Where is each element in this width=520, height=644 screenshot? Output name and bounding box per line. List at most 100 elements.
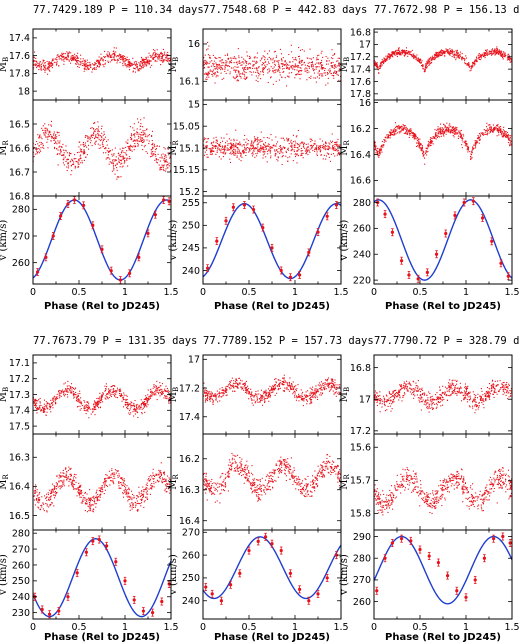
photometry-point	[442, 50, 444, 52]
photometry-point	[134, 71, 137, 73]
photometry-point	[68, 154, 70, 156]
photometry-point	[428, 144, 430, 146]
photometry-point	[141, 59, 144, 61]
photometry-point	[449, 123, 451, 125]
photometry-point	[291, 148, 293, 150]
photometry-point	[270, 58, 272, 60]
photometry-point	[431, 142, 433, 144]
photometry-point	[493, 51, 495, 53]
photometry-point	[230, 62, 233, 64]
photometry-point	[472, 147, 474, 149]
photometry-point	[478, 139, 480, 141]
photometry-point	[419, 144, 421, 146]
photometry-point	[154, 50, 156, 52]
photometry-point	[46, 60, 48, 63]
photometry-point	[64, 156, 67, 158]
photometry-point	[212, 71, 214, 73]
photometry-point	[53, 131, 55, 133]
photometry-point	[244, 148, 246, 150]
photometry-point	[286, 66, 288, 68]
photometry-point	[498, 49, 500, 51]
photometry-point	[287, 140, 289, 142]
photometry-point	[203, 57, 205, 59]
photometry-point	[40, 136, 42, 138]
photometry-point	[43, 132, 45, 134]
photometry-point	[122, 150, 124, 152]
photometry-point	[208, 148, 210, 150]
photometry-point	[151, 130, 154, 132]
photometry-point	[126, 150, 128, 152]
photometry-point	[80, 64, 82, 66]
photometry-point	[448, 51, 450, 53]
photometry-point	[91, 63, 93, 65]
photometry-point	[100, 139, 102, 141]
photometry-point	[337, 60, 339, 62]
photometry-point	[375, 146, 377, 148]
photometry-point	[427, 59, 429, 61]
photometry-point	[313, 143, 315, 145]
photometry-point	[146, 61, 148, 63]
photometry-point	[242, 144, 244, 146]
photometry-point	[448, 53, 450, 55]
photometry-point	[243, 144, 246, 146]
photometry-point	[499, 54, 501, 56]
photometry-point	[97, 143, 99, 145]
photometry-point	[66, 166, 68, 168]
photometry-point	[467, 148, 469, 150]
photometry-point	[469, 66, 471, 68]
photometry-point	[159, 167, 161, 169]
photometry-point	[312, 144, 314, 147]
photometry-point	[333, 149, 335, 151]
photometry-point	[75, 63, 77, 65]
photometry-point	[141, 66, 143, 68]
photometry-point	[77, 396, 79, 398]
photometry-point	[448, 128, 450, 130]
photometry-point	[125, 59, 127, 61]
photometry-point	[377, 152, 379, 154]
photometry-point	[67, 165, 69, 167]
photometry-point	[102, 145, 104, 148]
photometry-point	[40, 409, 43, 411]
photometry-point	[460, 133, 462, 135]
photometry-point	[64, 393, 66, 395]
photometry-point	[454, 54, 456, 56]
photometry-point	[50, 140, 52, 142]
photometry-point	[233, 57, 235, 59]
photometry-point	[209, 147, 211, 150]
photometry-point	[276, 60, 278, 62]
photometry-point	[105, 140, 108, 142]
photometry-point	[453, 130, 455, 132]
photometry-point	[404, 52, 406, 54]
panel-frame	[373, 99, 513, 197]
panel-frame	[373, 28, 513, 101]
photometry-point	[387, 135, 390, 137]
y-tick-label: 240	[182, 266, 200, 277]
photometry-point	[509, 139, 511, 141]
photometry-point	[150, 390, 152, 392]
photometry-point	[54, 399, 57, 401]
y-axis-label: MB	[168, 57, 180, 72]
photometry-point	[230, 143, 232, 145]
photometry-point	[256, 57, 258, 59]
rv-point	[288, 273, 292, 282]
photometry-point	[383, 57, 385, 59]
photometry-point	[116, 55, 118, 57]
photometry-point	[108, 157, 110, 159]
photometry-point	[124, 64, 126, 66]
photometry-point	[282, 155, 284, 157]
photometry-point	[427, 140, 429, 142]
photometry-point	[264, 57, 266, 59]
photometry-point	[338, 151, 340, 153]
photometry-point	[453, 51, 455, 53]
photometry-point	[469, 151, 471, 153]
photometry-point	[210, 150, 212, 152]
photometry-point	[387, 55, 389, 57]
photometry-point	[380, 147, 382, 149]
photometry-point	[399, 51, 401, 53]
photometry-point	[460, 129, 462, 132]
photometry-point	[378, 72, 380, 74]
photometry-point	[384, 59, 386, 61]
photometry-point	[239, 73, 241, 75]
photometry-point	[83, 159, 85, 161]
